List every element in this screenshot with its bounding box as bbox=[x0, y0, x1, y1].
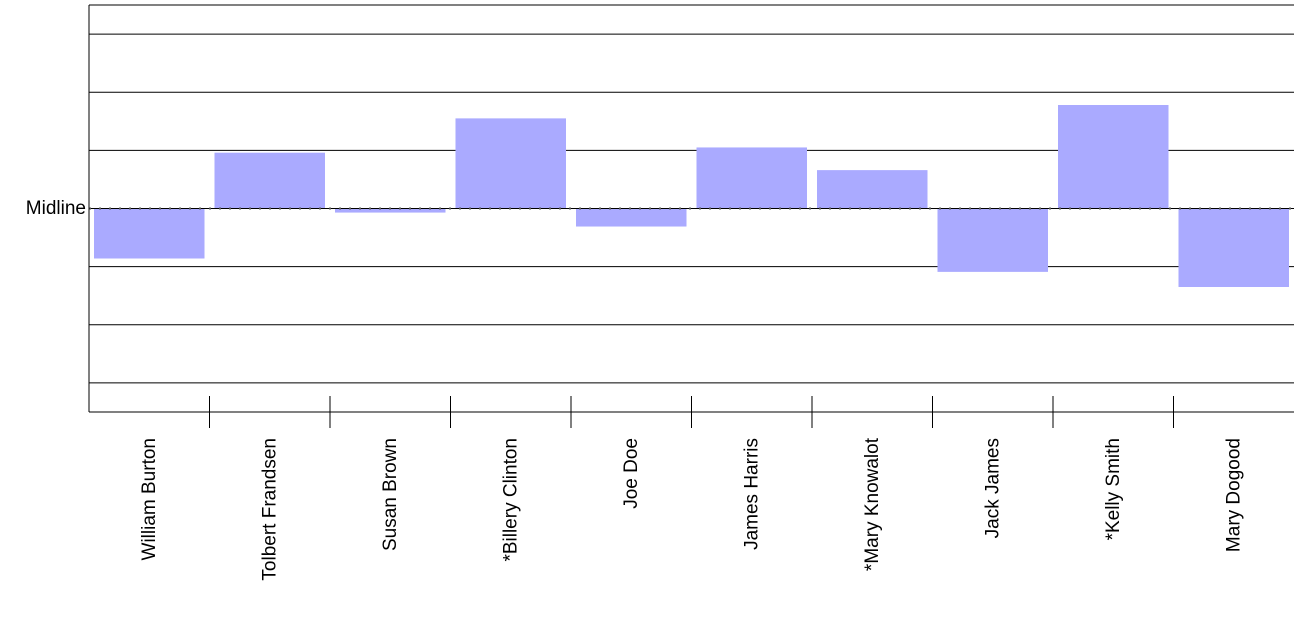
axes bbox=[88, 5, 1294, 428]
category-label: *Kelly Smith bbox=[1103, 438, 1124, 540]
bar bbox=[817, 170, 928, 209]
category-label: Susan Brown bbox=[380, 438, 401, 551]
category-label: Tolbert Frandsen bbox=[259, 438, 280, 581]
category-label: Joe Doe bbox=[621, 438, 642, 509]
category-label: James Harris bbox=[741, 438, 762, 550]
bar bbox=[335, 208, 446, 213]
category-label: *Billery Clinton bbox=[500, 438, 521, 562]
bar bbox=[696, 147, 807, 209]
category-label: *Mary Knowalot bbox=[862, 437, 883, 571]
bar bbox=[1178, 208, 1289, 287]
midline-label: Midline bbox=[26, 198, 86, 219]
bar bbox=[1058, 105, 1169, 209]
bars bbox=[94, 105, 1289, 287]
category-label: William Burton bbox=[139, 438, 160, 560]
category-labels: William Burton Tolbert Frandsen Susan Brow… bbox=[139, 437, 1245, 580]
bar bbox=[455, 118, 566, 209]
bar bbox=[576, 208, 687, 227]
bar bbox=[94, 208, 205, 259]
grid-lines bbox=[89, 4, 1294, 384]
bar bbox=[214, 152, 325, 209]
category-label: Jack James bbox=[982, 438, 1003, 538]
category-label: Mary Dogood bbox=[1223, 438, 1244, 552]
bar bbox=[937, 208, 1048, 272]
